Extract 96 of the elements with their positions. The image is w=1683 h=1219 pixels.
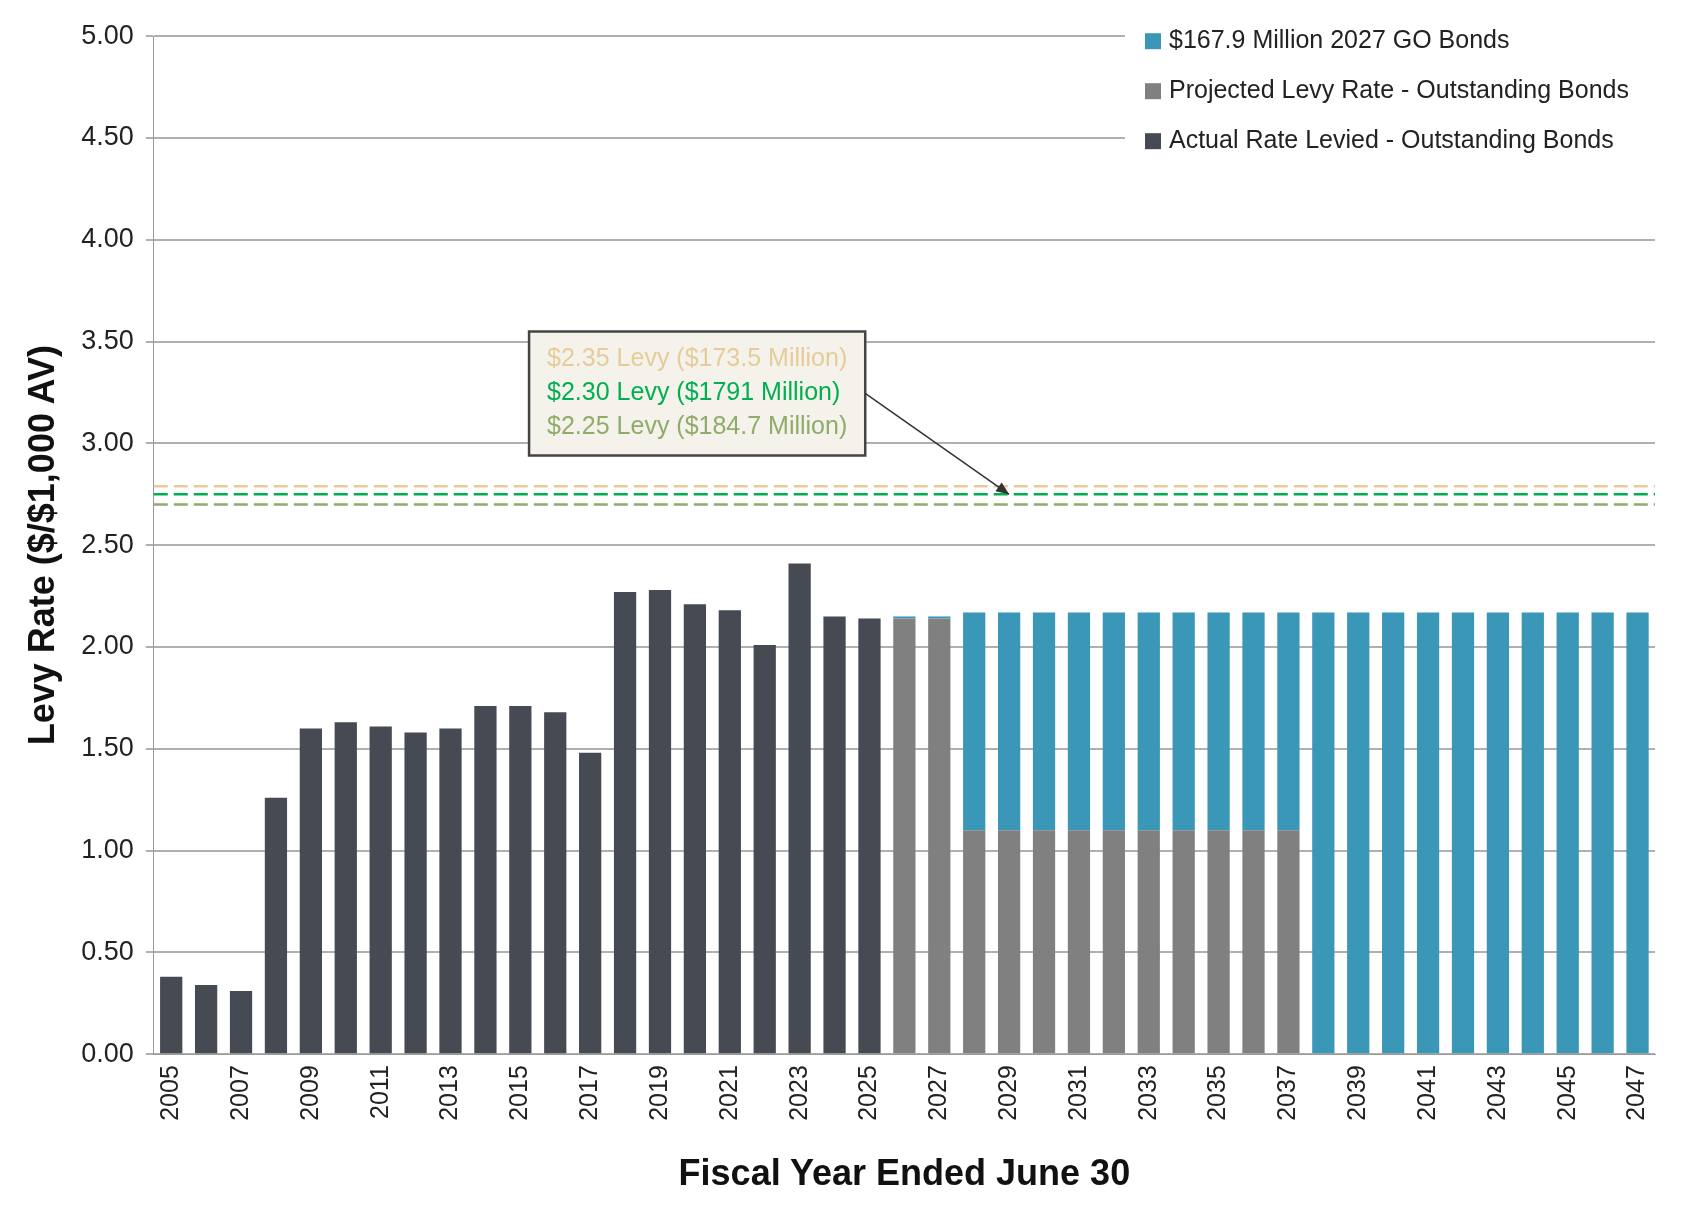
bar <box>1172 830 1195 1054</box>
bar <box>369 726 392 1054</box>
bar <box>579 752 602 1054</box>
x-tick-label: 2029 <box>993 1065 1021 1121</box>
x-tick-label: 2015 <box>504 1065 533 1121</box>
bar <box>404 732 427 1054</box>
bar <box>893 618 916 1054</box>
bar <box>613 592 637 1054</box>
bar <box>1521 612 1544 1054</box>
x-tick-label: 2009 <box>294 1065 323 1121</box>
bar <box>1451 612 1475 1054</box>
bar <box>194 984 218 1054</box>
bar <box>439 728 462 1054</box>
bar <box>753 644 776 1054</box>
bar <box>1172 612 1195 831</box>
y-tick-label: 2.00 <box>81 630 134 661</box>
x-tick-label: 2039 <box>1342 1065 1371 1121</box>
x-tick-label: 2021 <box>713 1065 742 1121</box>
x-tick-label: 2007 <box>224 1065 253 1121</box>
annotation: $2.30 Levy ($1791 Million) <box>547 377 841 406</box>
x-tick-label: 2017 <box>574 1065 603 1121</box>
x-tick-label: 2047 <box>1621 1065 1650 1121</box>
bar <box>1242 830 1265 1054</box>
y-axis-title: Levy Rate ($/$1,000 AV) <box>20 345 62 746</box>
bar <box>334 722 357 1054</box>
bar <box>299 728 322 1054</box>
bar <box>1067 830 1091 1054</box>
annotation: $2.35 Levy ($173.5 Million) <box>547 343 848 372</box>
legend-label: Actual Rate Levied - Outstanding Bonds <box>1169 125 1614 154</box>
bar <box>718 610 741 1054</box>
annotation: $2.25 Levy ($184.7 Million) <box>547 411 848 440</box>
x-tick-label: 2037 <box>1272 1065 1301 1121</box>
bar <box>858 618 881 1054</box>
y-tick-label: 4.00 <box>81 223 134 254</box>
x-tick-label: 2027 <box>923 1065 952 1121</box>
bar <box>1032 612 1056 831</box>
x-axis-title: Fiscal Year Ended June 30 <box>678 1152 1131 1194</box>
x-tick-label: 2045 <box>1551 1065 1580 1121</box>
bar <box>544 712 567 1054</box>
bar <box>1102 830 1125 1054</box>
bar <box>893 616 916 619</box>
y-tick-label: 3.00 <box>81 426 134 457</box>
y-tick-label: 2.50 <box>81 528 134 559</box>
bar <box>1591 612 1614 1054</box>
bar <box>1137 612 1160 831</box>
x-tick-label: 2033 <box>1132 1065 1161 1121</box>
bar <box>928 618 951 1054</box>
bar <box>509 706 532 1054</box>
bar <box>997 830 1021 1054</box>
bar <box>474 706 497 1054</box>
y-tick-label: 0.50 <box>81 935 134 966</box>
y-tick-label: 0.00 <box>81 1037 134 1068</box>
bar <box>1102 612 1125 831</box>
bar <box>1416 612 1440 1054</box>
bar <box>963 830 986 1054</box>
x-tick-label: 2013 <box>434 1065 463 1121</box>
bar <box>997 612 1021 831</box>
bar <box>264 797 288 1054</box>
x-tick-label: 2019 <box>643 1065 672 1121</box>
bar <box>823 616 846 1054</box>
bar <box>1556 612 1579 1054</box>
bar <box>928 616 951 619</box>
bar <box>1032 830 1056 1054</box>
bar <box>160 976 183 1054</box>
x-tick-label: 2035 <box>1202 1065 1231 1121</box>
bar <box>648 589 672 1054</box>
legend-label: $167.9 Million 2027 GO Bonds <box>1169 25 1510 54</box>
bar <box>1486 612 1510 1054</box>
bar <box>1347 612 1370 1054</box>
y-tick-label: 3.50 <box>81 325 134 356</box>
y-tick-label: 4.50 <box>81 121 134 152</box>
x-tick-label: 2031 <box>1062 1065 1091 1121</box>
x-tick-label: 2041 <box>1411 1065 1440 1121</box>
x-tick-label: 2025 <box>853 1065 882 1121</box>
bar <box>683 604 707 1054</box>
y-tick-label: 1.00 <box>81 834 134 865</box>
bar <box>1277 612 1300 831</box>
legend-label: Projected Levy Rate - Outstanding Bonds <box>1169 75 1629 104</box>
y-tick-label: 5.00 <box>81 19 134 50</box>
x-tick-label: 2005 <box>155 1065 184 1121</box>
bar <box>1207 612 1230 831</box>
y-tick-label: 1.50 <box>81 732 134 763</box>
bar <box>1626 612 1649 1054</box>
bar <box>229 991 253 1054</box>
bar <box>963 612 986 831</box>
bar <box>788 563 811 1054</box>
x-tick-label: 2011 <box>364 1065 393 1119</box>
bar <box>1067 612 1091 831</box>
bar <box>1312 612 1335 1054</box>
bar <box>1242 612 1265 831</box>
x-tick-label: 2043 <box>1481 1065 1510 1121</box>
bar <box>1137 830 1160 1054</box>
bar <box>1382 612 1405 1054</box>
x-tick-label: 2023 <box>783 1065 812 1121</box>
bar <box>1277 830 1300 1054</box>
bar <box>1207 830 1230 1054</box>
